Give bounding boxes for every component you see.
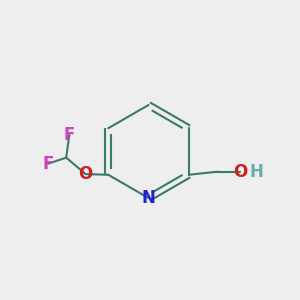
Text: F: F [64, 126, 75, 144]
Text: F: F [43, 155, 54, 173]
Text: H: H [249, 163, 263, 181]
Text: N: N [142, 189, 155, 207]
Text: O: O [79, 165, 93, 183]
Text: O: O [232, 163, 247, 181]
